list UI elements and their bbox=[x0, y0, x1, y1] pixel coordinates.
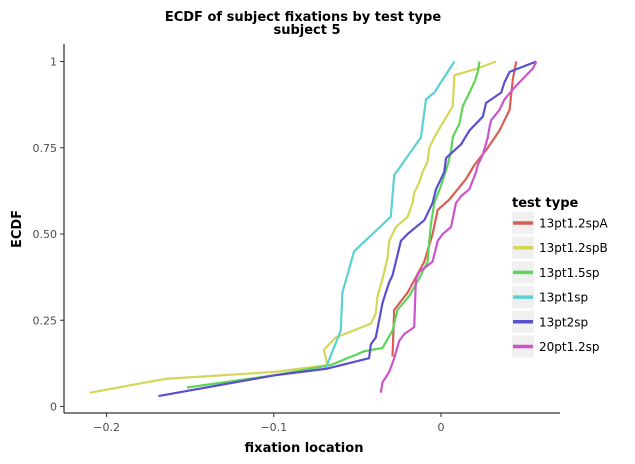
legend-label: 13pt1.2spB bbox=[539, 241, 608, 255]
chart-subtitle: subject 5 bbox=[273, 23, 340, 38]
x-tick-label: −0.2 bbox=[93, 421, 120, 434]
y-tick-label: 0 bbox=[50, 401, 57, 414]
legend-item-13pt1sp: 13pt1sp bbox=[512, 286, 588, 309]
y-tick-label: 1 bbox=[50, 56, 57, 69]
y-tick-label: 0.75 bbox=[33, 142, 58, 155]
y-axis-title: ECDF bbox=[10, 210, 25, 248]
series-line-13pt1.2spB bbox=[89, 60, 497, 394]
legend-item-13pt2sp: 13pt2sp bbox=[512, 310, 588, 333]
legend-label: 13pt2sp bbox=[539, 315, 588, 329]
x-axis-title: fixation location bbox=[245, 441, 364, 456]
legend-label: 13pt1.5sp bbox=[539, 266, 600, 280]
y-axis-ticks: 0 0.25 0.50 0.75 1 bbox=[33, 56, 64, 414]
legend-item-13pt1.5sp: 13pt1.5sp bbox=[512, 261, 600, 284]
series-line-13pt1.5sp bbox=[186, 61, 481, 389]
legend-title: test type bbox=[512, 196, 579, 211]
x-tick-label: −0.1 bbox=[260, 421, 287, 434]
series-line-13pt1sp bbox=[324, 60, 456, 370]
series-line-13pt2sp bbox=[158, 60, 537, 398]
legend-item-13pt1.2spB: 13pt1.2spB bbox=[512, 236, 608, 259]
legend-item-20pt1.2sp: 20pt1.2sp bbox=[512, 335, 600, 358]
y-tick-label: 0.25 bbox=[33, 314, 58, 327]
series-line-13pt1.2spA bbox=[391, 61, 518, 357]
legend-label: 20pt1.2sp bbox=[539, 340, 600, 354]
chart-title: ECDF of subject fixations by test type bbox=[165, 10, 441, 25]
legend-label: 13pt1.2spA bbox=[539, 217, 609, 231]
legend-items: 13pt1.2spA 13pt1.2spB 13pt1.5sp 13pt1sp 13pt… bbox=[512, 212, 609, 358]
legend-label: 13pt1sp bbox=[539, 291, 588, 305]
plot-lines bbox=[89, 60, 538, 398]
series-line-20pt1.2sp bbox=[379, 61, 538, 393]
legend: test type 13pt1.2spA13pt1.2spB13pt1.5sp1… bbox=[512, 196, 609, 358]
legend-item-13pt1.2spA: 13pt1.2spA bbox=[512, 212, 609, 234]
x-tick-label: 0 bbox=[438, 421, 445, 434]
x-axis-ticks: −0.2 −0.1 0 bbox=[93, 413, 445, 434]
y-tick-label: 0.50 bbox=[33, 228, 58, 241]
